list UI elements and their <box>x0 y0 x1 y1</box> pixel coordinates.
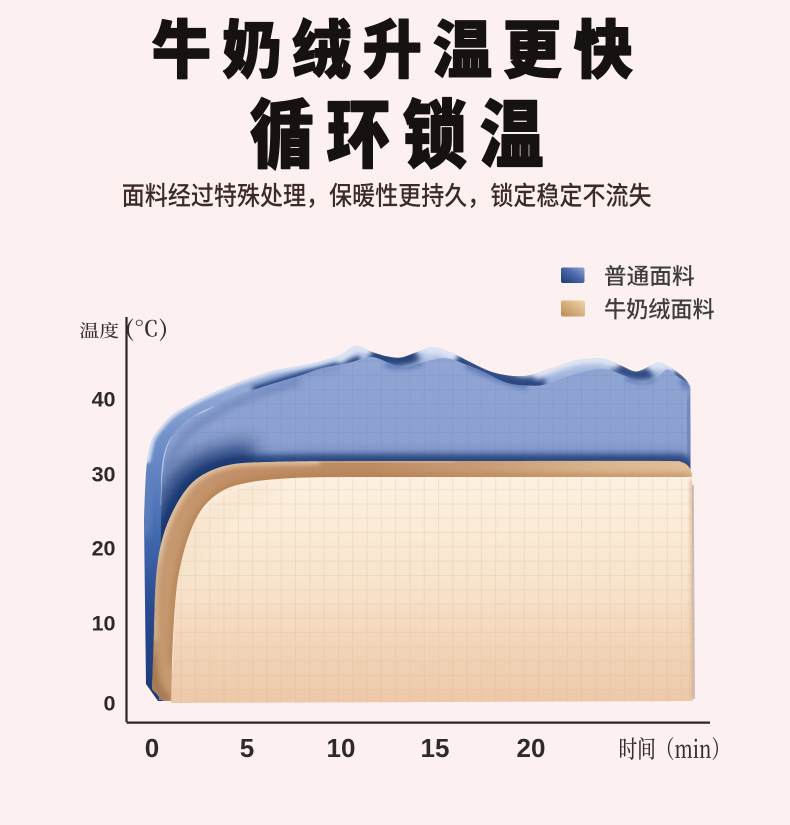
svg-text:20: 20 <box>92 537 116 561</box>
svg-text:10: 10 <box>92 612 116 636</box>
svg-text:20: 20 <box>517 733 546 763</box>
svg-text:15: 15 <box>421 733 450 763</box>
svg-text:30: 30 <box>92 463 116 487</box>
svg-text:10: 10 <box>327 733 356 763</box>
svg-text:0: 0 <box>145 733 159 763</box>
svg-text:40: 40 <box>92 388 116 412</box>
svg-text:0: 0 <box>104 692 116 716</box>
svg-text:5: 5 <box>240 733 254 763</box>
